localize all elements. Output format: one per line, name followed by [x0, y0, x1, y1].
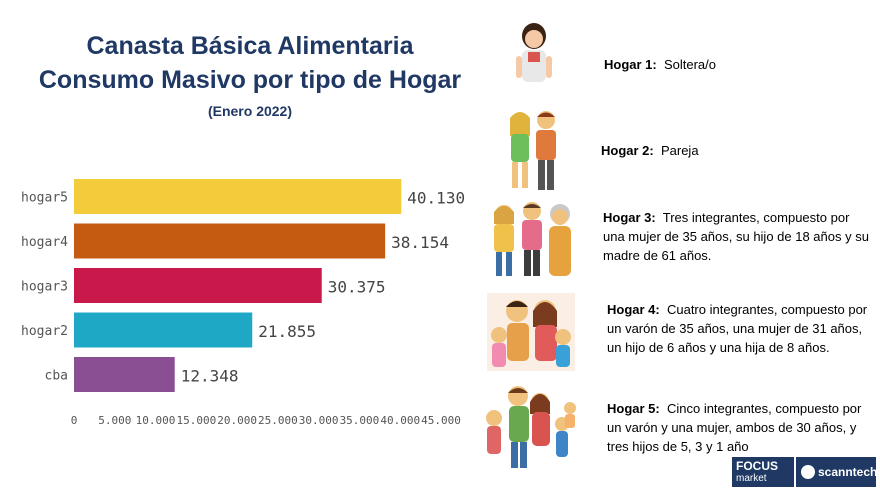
household-4-desc: Hogar 4: Cuatro integrantes, compuesto p…: [607, 302, 868, 355]
page-title: Canasta Básica Alimentaria: [86, 32, 414, 60]
bar-cba: [74, 357, 175, 392]
household-5-desc: Hogar 5: Cinco integrantes, compuesto po…: [607, 401, 862, 454]
couple-icon: [510, 111, 556, 190]
x-tick-label: 30.000: [299, 414, 339, 427]
x-tick-label: 5.000: [98, 414, 131, 427]
x-tick-label: 40.000: [380, 414, 420, 427]
scanntech-logo: scanntech: [796, 457, 877, 487]
value-label: 21.855: [258, 322, 316, 341]
x-tick-label: 25.000: [258, 414, 298, 427]
category-label: hogar4: [21, 235, 68, 250]
x-tick-label: 0: [71, 414, 78, 427]
household-2-desc: Hogar 2: Pareja: [601, 143, 699, 158]
household-1-desc: Hogar 1: Soltera/o: [604, 57, 717, 72]
value-label: 38.154: [391, 233, 449, 252]
bar-hogar3: [74, 268, 322, 303]
bar-hogar5: [74, 179, 402, 214]
woman-icon: [516, 23, 552, 82]
focus-market-logo: FOCUS market: [732, 457, 794, 487]
category-label: cba: [45, 369, 68, 384]
value-label: 30.375: [328, 278, 386, 297]
category-label: hogar3: [21, 280, 68, 295]
value-label: 40.130: [407, 189, 465, 208]
bar-hogar2: [74, 312, 253, 348]
scanntech-logo-mark: [801, 465, 815, 479]
x-tick-label: 45.000: [421, 414, 461, 427]
household-3-desc: Hogar 3: Tres integrantes, compuesto por…: [603, 210, 869, 263]
bar-hogar4: [74, 223, 386, 259]
three-people-icon: [494, 202, 571, 276]
category-label: hogar5: [21, 191, 68, 206]
bar-chart: hogar5 40.130 hogar4 38.154 hogar3 30.375 hoga…: [21, 179, 465, 427]
x-tick-label: 10.000: [136, 414, 176, 427]
family-five-icon: [486, 386, 576, 468]
category-label: hogar2: [21, 324, 68, 339]
page-title-line2: Consumo Masivo por tipo de Hogar: [38, 66, 462, 94]
x-tick-label: 35.000: [340, 414, 380, 427]
page-subtitle: (Enero 2022): [207, 103, 293, 119]
family-four-icon: [487, 293, 575, 371]
x-tick-label: 20.000: [217, 414, 257, 427]
value-label: 12.348: [181, 367, 239, 386]
x-tick-label: 15.000: [176, 414, 216, 427]
